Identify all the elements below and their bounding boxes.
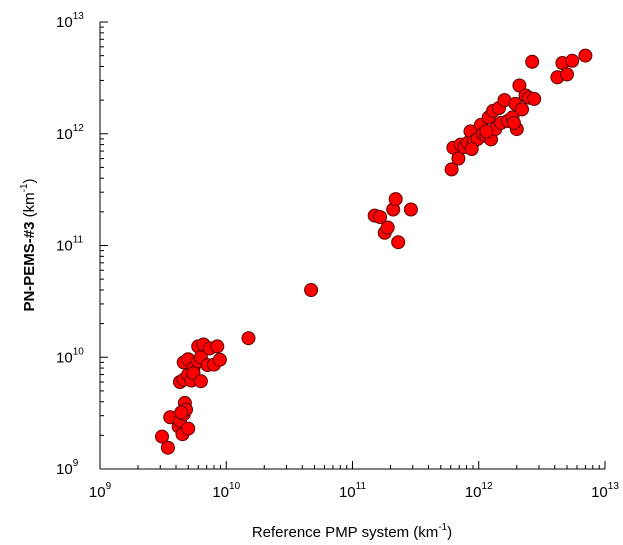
y-tick-base: 10 [56,14,73,31]
x-tick-base: 10 [212,484,229,501]
x-tick-label: 1013 [591,481,619,501]
x-tick-exponent: 13 [608,481,620,492]
x-axis-title-suffix: ) [447,524,452,541]
y-tick-label: 109 [56,458,79,478]
x-axis-title-text: Reference PMP system (km [252,524,438,541]
y-tick-exponent: 11 [73,235,84,246]
data-point [181,421,196,436]
data-point [388,192,403,207]
data-point [193,374,208,389]
y-tick-label: 1010 [56,346,84,366]
y-tick-label: 1011 [56,235,84,255]
data-point [512,78,527,93]
y-tick-label: 1012 [56,123,84,143]
y-axis-title-unit: (km [21,192,38,221]
data-point [560,67,574,82]
data-point [160,440,175,455]
data-point [565,53,580,68]
x-tick-exponent: 10 [229,481,241,492]
data-point [212,352,227,367]
data-point [578,48,593,63]
data-point [403,202,418,217]
x-axis-ticks: 109 1010 1011 1012 1013 [89,461,619,501]
data-point [241,331,256,346]
y-tick-base: 10 [56,126,73,143]
data-point [373,210,387,224]
x-tick-base: 10 [591,484,608,501]
y-tick-exponent: 10 [73,346,85,357]
x-tick-exponent: 11 [356,481,367,492]
y-tick-base: 10 [56,349,73,366]
y-axis-title-suffix: ) [21,178,38,183]
data-point [451,151,466,166]
data-point [444,162,459,177]
data-point [506,115,521,130]
data-point [304,283,319,297]
y-tick-exponent: 13 [73,11,85,22]
x-tick-exponent: 12 [482,481,494,492]
y-axis-title-text: PN-PEMS-#3 [21,222,38,312]
data-point [464,142,479,156]
data-point [515,102,529,117]
y-tick-exponent: 9 [73,458,79,469]
y-tick-base: 10 [56,461,73,478]
y-tick-label: 1013 [56,11,84,31]
x-tick-label: 1010 [212,481,240,501]
y-tick-exponent: 12 [73,123,85,134]
x-axis-title: Reference PMP system (km-1) [252,522,452,541]
data-point [525,54,540,69]
data-point [210,339,225,354]
data-point [155,429,169,444]
y-axis-title: PN-PEMS-#3 (km-1) [19,178,38,311]
x-tick-base: 10 [465,484,482,501]
data-point [479,124,494,139]
data-point [380,220,395,235]
x-tick-label: 1012 [465,481,493,501]
data-points [155,48,593,455]
y-tick-base: 10 [56,238,73,255]
x-tick-base: 10 [89,484,106,501]
x-tick-label: 109 [89,481,112,501]
x-tick-base: 10 [339,484,356,501]
data-point [391,235,406,250]
y-axis-title-sup: -1 [19,183,30,192]
data-point [174,405,189,420]
x-tick-label: 1011 [339,481,367,501]
x-tick-exponent: 9 [106,481,112,492]
data-point [527,91,542,106]
x-axis-title-sup: -1 [438,522,447,533]
